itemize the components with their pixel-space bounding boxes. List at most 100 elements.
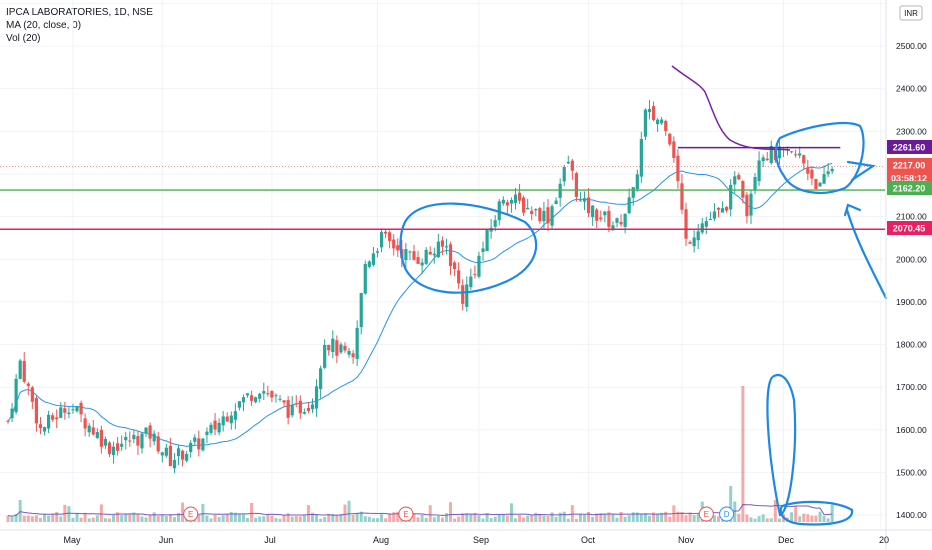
candle-body	[664, 120, 668, 131]
volume-bar	[327, 513, 331, 522]
currency-button[interactable]: INR	[899, 5, 923, 21]
volume-bar	[814, 515, 818, 522]
candle-body	[428, 251, 432, 255]
candle-body	[688, 242, 692, 244]
candle-body	[566, 161, 570, 164]
candle-body	[700, 223, 704, 233]
candle-body	[798, 153, 802, 156]
volume-bar	[367, 516, 371, 522]
volume-bar	[160, 515, 164, 522]
candle-body	[172, 459, 177, 469]
candle-body	[448, 244, 453, 267]
annotation-arrow-line	[845, 208, 888, 300]
volume-bar	[578, 513, 582, 522]
volume-bar	[440, 517, 444, 522]
candle-body	[111, 446, 116, 456]
candle-body	[481, 248, 485, 252]
volume-bar	[116, 512, 120, 522]
volume-bar	[43, 513, 47, 522]
volume-bar	[777, 518, 781, 522]
candle-body	[696, 231, 700, 241]
candle-body	[213, 420, 217, 430]
volume-bar	[197, 515, 201, 522]
candle-body	[128, 440, 132, 442]
volume-bar	[396, 511, 400, 522]
volume-bar	[639, 513, 643, 522]
volume-bar	[177, 513, 181, 522]
candle-body	[794, 154, 798, 156]
candle-body	[116, 443, 120, 451]
volume-bar	[34, 515, 38, 522]
candle-body	[558, 183, 562, 198]
volume-bar	[737, 513, 741, 522]
volume-bar	[30, 516, 34, 522]
volume-bar	[761, 514, 765, 522]
volume-bar	[258, 516, 262, 522]
dividend-marker[interactable]: D	[719, 506, 735, 522]
trend-curve	[671, 65, 791, 151]
ma-indicator-label[interactable]: MA (20, close, 0)	[6, 20, 82, 31]
candle-body	[404, 249, 408, 261]
volume-bar	[826, 518, 830, 522]
candle-body	[546, 207, 550, 224]
volume-bar	[91, 517, 95, 522]
volume-bar	[67, 506, 71, 522]
volume-bar	[607, 512, 611, 522]
volume-bar	[518, 515, 522, 522]
candle-body	[99, 429, 103, 447]
candle-body	[424, 249, 428, 264]
volume-indicator-label[interactable]: Vol (20)	[6, 33, 41, 44]
earnings-marker[interactable]: E	[698, 506, 714, 522]
volume-bar	[331, 513, 335, 522]
candle-body	[103, 438, 108, 446]
volume-bar	[112, 514, 116, 522]
volume-bar	[270, 515, 274, 522]
candle-body	[465, 284, 469, 307]
candle-body	[708, 219, 712, 221]
volume-bar	[71, 517, 75, 522]
chart-legend: IPCA LABORATORIES, 1D, NSE MA (20, close…	[6, 6, 153, 45]
volume-bar	[384, 518, 388, 522]
volume-bar	[51, 513, 55, 522]
candle-body	[71, 409, 75, 411]
symbol-title[interactable]: IPCA LABORATORIES, 1D, NSE	[6, 7, 153, 18]
candle-body	[676, 155, 680, 181]
candle-body	[680, 183, 684, 210]
candle-body	[42, 427, 47, 432]
candle-body	[302, 412, 306, 414]
volume-bar	[574, 518, 578, 522]
earnings-marker[interactable]: E	[398, 506, 414, 522]
candle-body	[26, 383, 30, 386]
candle-body	[729, 184, 733, 210]
candle-body	[517, 192, 522, 201]
price-badge-bg	[887, 221, 932, 235]
candle-body	[814, 178, 818, 190]
candle-body	[562, 167, 566, 182]
candle-body	[34, 398, 39, 424]
candle-body	[477, 255, 481, 277]
event-circle	[183, 506, 199, 522]
candle-body	[704, 221, 708, 227]
price-tick-label: 1600.00	[896, 425, 927, 435]
candle-body	[47, 414, 51, 429]
volume-bar	[282, 515, 286, 522]
candle-body	[777, 146, 781, 159]
candle-body	[335, 340, 339, 356]
volume-bar	[79, 517, 83, 522]
earnings-marker[interactable]: E	[183, 506, 199, 522]
price-badge: 2217.00	[887, 158, 932, 172]
candle-body	[607, 210, 611, 227]
volume-bar	[712, 515, 716, 522]
price-tick-label: 2100.00	[896, 212, 927, 222]
volume-bar	[688, 512, 692, 522]
volume-bar	[599, 512, 603, 522]
volume-bar	[416, 517, 420, 522]
candle-body	[789, 151, 794, 153]
candle-body	[136, 436, 140, 446]
volume-bar	[205, 515, 209, 522]
volume-bar	[501, 514, 505, 522]
candle-body	[733, 176, 737, 185]
candle-body	[440, 240, 445, 247]
candle-body	[692, 237, 696, 247]
